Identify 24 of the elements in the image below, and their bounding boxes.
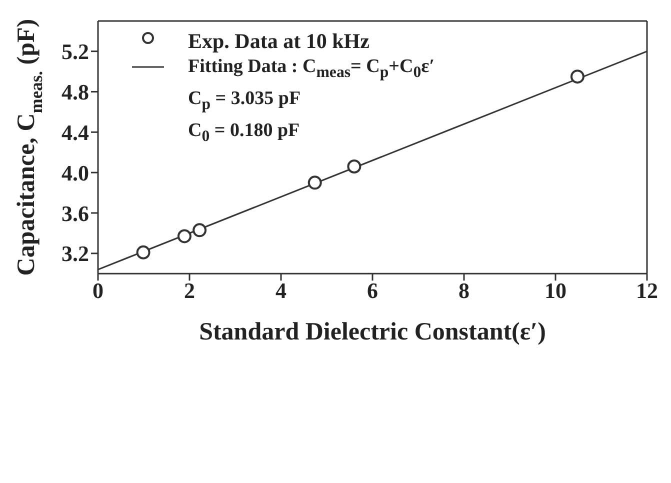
y-tick-label: 3.2 bbox=[62, 241, 89, 266]
x-tick-label: 6 bbox=[367, 278, 378, 304]
x-tick-label: 0 bbox=[92, 278, 104, 304]
annotation: C$_{0}$ = 0.180 pF bbox=[188, 120, 300, 144]
x-tick-label: 4 bbox=[276, 278, 286, 304]
y-tick-label: 4.8 bbox=[62, 80, 89, 105]
y-tick-label: 3.6 bbox=[62, 200, 89, 226]
x-tick-label: 12 bbox=[636, 278, 658, 304]
point bbox=[192, 223, 207, 238]
point bbox=[308, 176, 322, 190]
legend-label: Exp. Data at 10 kHz bbox=[188, 28, 370, 54]
legend-label: Fitting Data : C$_{meas}$= C$_{p}$+C$_{0}$ε′ bbox=[188, 55, 435, 83]
x-tick-label: 8 bbox=[458, 278, 470, 304]
y-tick-label: 5.2 bbox=[62, 39, 89, 64]
annotation: C$_{p}$ = 3.035 pF bbox=[188, 88, 301, 113]
y-tick-label: 4.0 bbox=[62, 160, 89, 186]
x-tick-label: 10 bbox=[544, 278, 566, 304]
x-tick-label: 2 bbox=[184, 278, 195, 304]
point bbox=[570, 70, 584, 84]
point bbox=[347, 160, 362, 174]
point bbox=[177, 229, 192, 244]
y-tick-label: 4.4 bbox=[62, 120, 89, 145]
point bbox=[136, 245, 150, 260]
x-axis-title: Standard Dielectric Constant(ε′) bbox=[199, 318, 546, 346]
